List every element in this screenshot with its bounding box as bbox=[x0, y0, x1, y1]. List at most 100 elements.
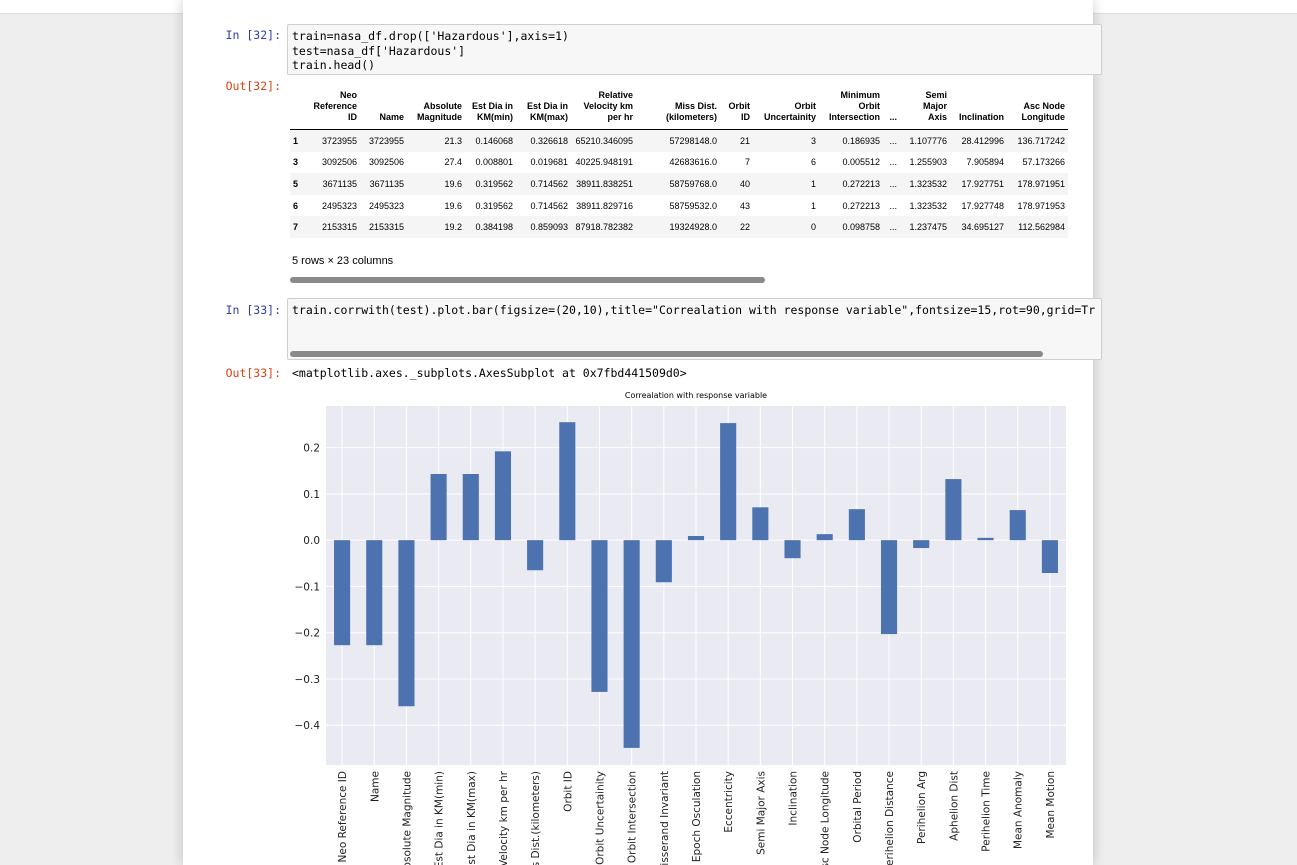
x-tick-label: Asc Node Longitude bbox=[820, 771, 832, 865]
table-cell: 112.562984 bbox=[1007, 216, 1068, 238]
table-cell: 6 bbox=[810, 157, 816, 168]
table-cell: ... bbox=[889, 157, 897, 168]
x-tick-label: Miss Dist.(kilometers) bbox=[530, 771, 542, 865]
dataframe: Neo Reference ID Name Absolute Magnitude Es… bbox=[290, 88, 1075, 238]
header-row: Neo Reference ID Name Absolute Magnitude Es… bbox=[290, 88, 1068, 130]
header-cell: Miss Dist.(kilometers) bbox=[636, 88, 720, 130]
x-tick-label: Eccentricity bbox=[723, 771, 735, 833]
y-tick-label: 0.1 bbox=[303, 489, 320, 501]
table-cell: 0.319562 bbox=[475, 200, 513, 211]
bar bbox=[623, 540, 640, 748]
table-cell: 17.927751 bbox=[950, 173, 1007, 195]
bar bbox=[752, 507, 769, 541]
table-cell: 0.146068 bbox=[465, 129, 516, 152]
scrollbar[interactable] bbox=[290, 277, 765, 283]
x-tick-label: Mean Motion bbox=[1045, 771, 1057, 839]
table-cell: 0.714562 bbox=[516, 173, 571, 195]
table-cell: 57.173266 bbox=[1022, 157, 1065, 168]
table-cell: 28.412996 bbox=[950, 129, 1007, 152]
table-cell: 40 bbox=[720, 173, 753, 195]
header-cell: Absolute Magnitude bbox=[407, 88, 465, 130]
table-cell: 65210.346095 bbox=[571, 129, 636, 152]
table-cell: 7 bbox=[744, 157, 750, 168]
x-tick-label: Name bbox=[369, 771, 381, 802]
bar bbox=[1041, 540, 1058, 574]
output-text: <matplotlib.axes._subplots.AxesSubplot a… bbox=[292, 366, 687, 380]
table-cell: 42683616.0 bbox=[669, 157, 717, 168]
table-cell: 19.6 bbox=[407, 173, 465, 195]
table-cell: 87918.782382 bbox=[571, 216, 636, 238]
table-cell: 1.107776 bbox=[900, 129, 950, 152]
table-cell: 0.319562 bbox=[465, 173, 516, 195]
header-cell: Neo Reference ID bbox=[308, 88, 360, 130]
code-cell[interactable]: train=nasa_df.drop(['Hazardous'],axis=1)… bbox=[287, 24, 1102, 75]
y-tick-label: 0.0 bbox=[303, 535, 320, 547]
table-cell: 7.905894 bbox=[966, 157, 1004, 168]
table-cell: ... bbox=[889, 200, 897, 211]
bar bbox=[784, 540, 801, 559]
bar bbox=[848, 509, 865, 541]
table-cell: 1 bbox=[753, 173, 819, 195]
table-cell: ... bbox=[883, 173, 900, 195]
y-tick-label: 0.2 bbox=[303, 443, 320, 455]
bar bbox=[816, 534, 833, 541]
y-tick-label: −0.2 bbox=[295, 628, 321, 640]
table-cell: 0.005512 bbox=[842, 157, 880, 168]
table-cell: 178.971953 bbox=[1017, 200, 1065, 211]
scrollbar[interactable] bbox=[290, 351, 1043, 357]
x-tick-label: Epoch Osculation bbox=[691, 771, 703, 862]
bar bbox=[1009, 510, 1026, 541]
row-index: 3 bbox=[293, 157, 299, 168]
table-cell: 0.326618 bbox=[516, 129, 571, 152]
table-cell: 19.2 bbox=[407, 216, 465, 238]
table-row: 1 3723955 3723955 21.3 0.146068 0.326618 65210… bbox=[290, 129, 1068, 152]
table-cell: 3671135 bbox=[360, 173, 407, 195]
bar bbox=[494, 451, 511, 541]
header-cell: Orbit Uncertainity bbox=[753, 88, 819, 130]
x-tick-label: Perihelion Time bbox=[981, 771, 993, 852]
table-cell: 3092506 bbox=[368, 157, 404, 168]
table-cell: 0.098758 bbox=[819, 216, 883, 238]
table-cell: 17.927748 bbox=[961, 200, 1004, 211]
code-cell[interactable]: train.corrwith(test).plot.bar(figsize=(2… bbox=[287, 298, 1102, 360]
table-cell: 22 bbox=[720, 216, 753, 238]
table-cell: 3723955 bbox=[360, 129, 407, 152]
header-cell: ... bbox=[883, 88, 900, 130]
x-tick-label: Mean Anomaly bbox=[1013, 771, 1025, 849]
code-line: test=nasa_df['Hazardous'] bbox=[292, 43, 466, 58]
header-cell: Est Dia in KM(max) bbox=[516, 88, 571, 130]
x-tick-label: Relative Velocity km per hr bbox=[498, 770, 510, 865]
x-tick-label: Est Dia in KM(max) bbox=[466, 771, 478, 865]
table-cell: 58759532.0 bbox=[669, 200, 717, 211]
table-row: 6 2495323 2495323 19.6 0.319562 0.714562 38911… bbox=[290, 195, 1068, 217]
bar bbox=[881, 540, 898, 635]
x-tick-label: Est Dia in KM(min) bbox=[434, 771, 446, 865]
x-tick-label: Perihelion Distance bbox=[884, 771, 896, 865]
bar bbox=[913, 540, 930, 549]
bar bbox=[398, 540, 415, 707]
x-tick-label: Orbit Uncertainity bbox=[594, 771, 606, 865]
table-cell: 3723955 bbox=[308, 129, 360, 152]
bar bbox=[687, 535, 705, 541]
table-cell: 0.272213 bbox=[842, 200, 880, 211]
table-cell: 0.019681 bbox=[530, 157, 568, 168]
output-prompt: Out[33]: bbox=[225, 366, 281, 380]
table-cell: 19324928.0 bbox=[636, 216, 720, 238]
table-cell: 0.384198 bbox=[465, 216, 516, 238]
table-cell: 38911.829716 bbox=[576, 200, 633, 211]
table: Neo Reference ID Name Absolute Magnitude Es… bbox=[290, 88, 1068, 238]
table-cell: 3 bbox=[753, 129, 819, 152]
bar bbox=[945, 479, 962, 541]
header-cell: Inclination bbox=[950, 88, 1007, 130]
header-cell: Name bbox=[360, 88, 407, 130]
code-line: train.head() bbox=[292, 58, 376, 72]
bar bbox=[977, 537, 994, 541]
row-index: 5 bbox=[290, 173, 308, 195]
table-cell: 0.714562 bbox=[530, 200, 568, 211]
table-cell: 3671135 bbox=[308, 173, 360, 195]
table-cell: 57298148.0 bbox=[636, 129, 720, 152]
table-cell: 1 bbox=[810, 200, 816, 211]
table-cell: 0 bbox=[753, 216, 819, 238]
table-cell: 2495323 bbox=[321, 200, 357, 211]
